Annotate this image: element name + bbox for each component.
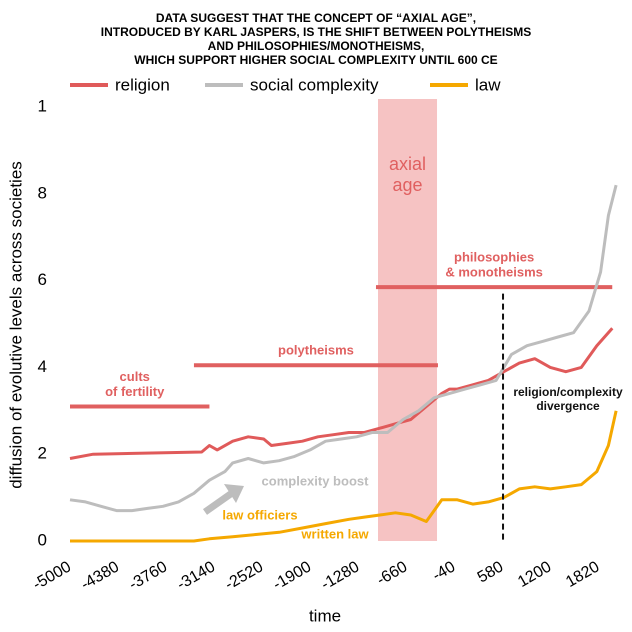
legend-label: religion	[115, 75, 170, 94]
x-tick-label: -3140	[174, 558, 218, 593]
y-tick-label: 1	[38, 96, 47, 115]
range-label: polytheisms	[278, 343, 354, 358]
note: complexity boost	[262, 473, 370, 488]
x-tick-label: -4380	[78, 558, 122, 593]
series-line	[69, 184, 618, 513]
legend-label: law	[475, 75, 501, 94]
band-label: age	[392, 175, 422, 195]
legend-label: social complexity	[250, 75, 379, 94]
y-tick-label: 0	[38, 530, 47, 549]
range-label: philosophies	[454, 250, 534, 265]
y-tick-label: 6	[38, 270, 47, 289]
chart-title: AND PHILOSOPHIES/MONOTHEISMS,	[208, 39, 425, 53]
x-tick-label: -660	[374, 558, 410, 589]
boost-arrow	[202, 490, 235, 515]
range-label: of fertility	[105, 384, 165, 399]
y-tick-label: 2	[38, 444, 47, 463]
x-tick-label: 580	[475, 558, 507, 586]
chart-title: DATA SUGGEST THAT THE CONCEPT OF “AXIAL …	[156, 11, 476, 25]
x-tick-label: -5000	[30, 558, 74, 593]
range-label: & monotheisms	[445, 265, 543, 280]
divergence-label: religion/complexity	[513, 385, 623, 399]
x-tick-label: -1280	[318, 558, 362, 593]
series-line	[70, 410, 618, 543]
x-tick-label: -3760	[126, 558, 170, 593]
x-tick-label: 1200	[515, 558, 554, 591]
note: written law	[300, 526, 369, 541]
range-label: cults	[120, 369, 150, 384]
x-axis-title: time	[309, 606, 341, 625]
y-tick-label: 8	[38, 183, 47, 202]
boost-arrow-head	[224, 484, 244, 503]
band-label: axial	[389, 154, 426, 174]
y-tick-label: 4	[38, 357, 47, 376]
note: law officiers	[222, 507, 297, 522]
x-tick-label: -40	[430, 558, 459, 584]
axial-band	[378, 99, 438, 541]
divergence-label: divergence	[536, 399, 600, 413]
x-tick-label: -1900	[270, 558, 314, 593]
x-tick-label: 1820	[563, 558, 602, 591]
y-axis-title: diffusion of evolutive levels across soc…	[6, 161, 25, 489]
series-line	[69, 327, 614, 460]
x-tick-label: -2520	[222, 558, 266, 593]
chart-title: WHICH SUPPORT HIGHER SOCIAL COMPLEXITY U…	[134, 53, 497, 67]
chart-title: INTRODUCED BY KARL JASPERS, IS THE SHIFT…	[101, 25, 532, 39]
